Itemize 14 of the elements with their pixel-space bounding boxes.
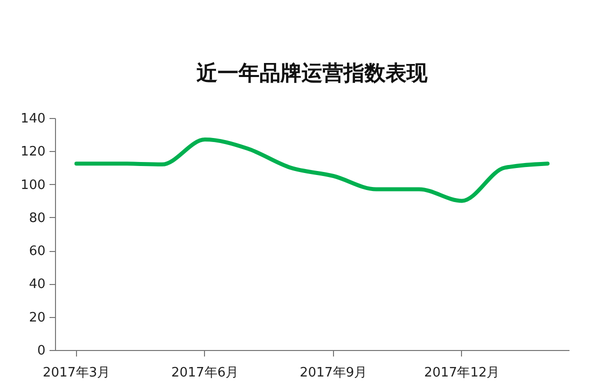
x-tick-label: 2017年3月: [42, 366, 110, 380]
chart-title: 近一年品牌运营指数表现: [196, 61, 428, 85]
x-tick-label: 2017年6月: [171, 366, 239, 380]
y-tick-label: 20: [28, 310, 46, 326]
y-tick-label: 140: [20, 112, 46, 126]
y-tick-label: 0: [37, 344, 46, 358]
line-series: [74, 138, 550, 203]
y-tick-label: 120: [20, 144, 46, 160]
x-tick-label: 2017年9月: [300, 366, 368, 380]
y-tick-label: 60: [28, 244, 46, 260]
y-tick-label: 80: [28, 210, 46, 226]
x-tick-label: 2017年12月: [424, 366, 500, 380]
y-tick-label: 40: [28, 277, 46, 292]
y-tick-label: 100: [20, 178, 46, 193]
